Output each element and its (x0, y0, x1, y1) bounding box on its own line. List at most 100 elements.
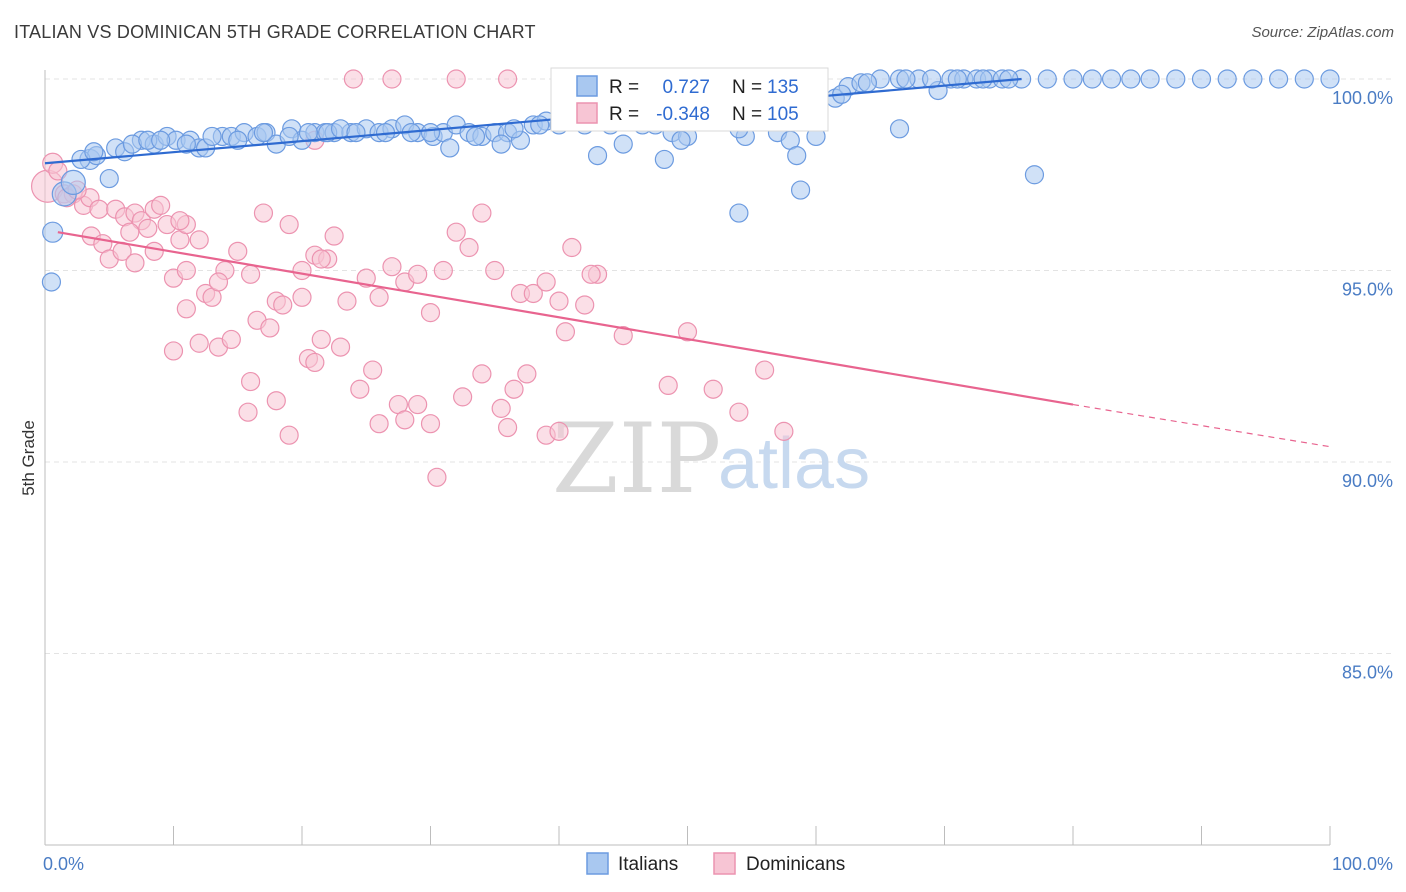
italian-point (889, 119, 910, 139)
dominican-point (395, 410, 415, 430)
dominican-point (472, 203, 492, 223)
dominican-point (446, 222, 466, 242)
italian-point (1191, 69, 1212, 89)
dominican-point (163, 341, 184, 361)
legend-dominicans-r-label: R = (609, 104, 639, 125)
dominican-point (273, 295, 293, 315)
dominican-point (427, 467, 447, 487)
dominican-point (144, 241, 164, 261)
dominican-point (369, 287, 389, 307)
dominican-point (238, 402, 258, 422)
italian-point (41, 272, 62, 292)
italian-point (1121, 69, 1141, 89)
dominican-point (125, 253, 145, 273)
legend-italians-r-label: R = (609, 77, 639, 98)
italian-point (176, 134, 196, 154)
dominican-point (420, 303, 441, 323)
dominican-point (208, 272, 229, 292)
italian-point (1243, 69, 1263, 89)
dominican-point (89, 199, 109, 219)
legend-dominicans-n-label: N = (732, 104, 762, 125)
dominican-point (324, 226, 344, 246)
dominican-point (138, 218, 158, 238)
dominican-point (485, 260, 505, 281)
dominican-point (446, 69, 466, 89)
italian-point (99, 168, 119, 189)
dominican-point (189, 333, 209, 353)
dominican-point (266, 391, 286, 411)
dominican-point (517, 364, 537, 384)
italian-point (151, 130, 171, 150)
italian-point (465, 126, 486, 147)
italian-point (1140, 69, 1160, 89)
dominican-point (613, 326, 633, 346)
italian-point (504, 119, 524, 139)
dominican-point (363, 360, 383, 380)
bottom-legend-dominicans-swatch (713, 852, 736, 875)
dominican-point (369, 414, 389, 434)
italian-point (790, 180, 811, 200)
italian-point (60, 169, 86, 196)
dominican-point (292, 287, 312, 307)
dominican-point (703, 379, 723, 399)
italian-point (1294, 69, 1314, 89)
dominican-point (337, 291, 357, 311)
dominican-point (658, 375, 678, 395)
italian-point (530, 115, 550, 135)
dominicans-trend-line (57, 231, 1074, 406)
dominican-point (343, 69, 363, 89)
y-tick-labels: 85.0% 90.0% 95.0% 100.0% (1332, 88, 1393, 683)
dominican-point (176, 299, 196, 319)
trend-lines (44, 77, 1331, 448)
italian-point (922, 69, 942, 89)
dominican-point (356, 268, 376, 288)
italian-point (1082, 69, 1102, 89)
dominican-point (562, 237, 582, 258)
legend-box: R = 0.727 N = 135 R = -0.348 N = 105 (550, 67, 829, 132)
italian-point (420, 123, 441, 143)
dominican-point (504, 379, 524, 399)
dominicans-trend-extension (1072, 403, 1331, 448)
italian-point (654, 149, 674, 170)
legend-italians-n-label: N = (732, 77, 762, 98)
italian-point (787, 146, 807, 166)
dominican-point (330, 337, 351, 357)
italian-point (1217, 69, 1237, 89)
italian-point (1101, 69, 1122, 89)
italian-point (671, 130, 691, 150)
italian-point (491, 134, 511, 154)
dominican-point (120, 222, 140, 242)
dominican-point (677, 322, 698, 342)
dominican-point (350, 379, 370, 399)
bottom-legend-italians-label: Italians (618, 854, 678, 875)
italian-point (1166, 69, 1186, 89)
dominican-point (774, 421, 794, 441)
italian-point (973, 69, 993, 89)
italian-point (84, 142, 104, 162)
y-axis-title: 5th Grade (19, 420, 38, 496)
italian-point (1063, 69, 1083, 89)
dominican-point (241, 371, 261, 392)
dominican-point (311, 249, 331, 269)
legend-italians-r-value: 0.727 (662, 77, 710, 98)
legend-dominicans-swatch (576, 102, 598, 124)
watermark-atlas: atlas (718, 424, 870, 504)
dominican-point (491, 398, 511, 418)
dominican-point (189, 230, 209, 250)
dominican-point (260, 318, 280, 338)
dominican-point (279, 214, 299, 235)
italian-point (1024, 165, 1045, 185)
dominican-point (151, 195, 171, 215)
italian-point (1037, 69, 1057, 89)
source-label: Source: ZipAtlas.com (1251, 24, 1394, 41)
dominican-point (176, 260, 196, 281)
dominican-point (581, 264, 601, 284)
x-tick-label-0: 0.0% (43, 854, 84, 874)
dominican-point (549, 421, 569, 441)
dominican-point (459, 237, 479, 258)
dominican-point (228, 241, 248, 261)
italian-point (613, 134, 633, 154)
dominican-point (453, 387, 473, 407)
dominican-point (311, 329, 331, 350)
